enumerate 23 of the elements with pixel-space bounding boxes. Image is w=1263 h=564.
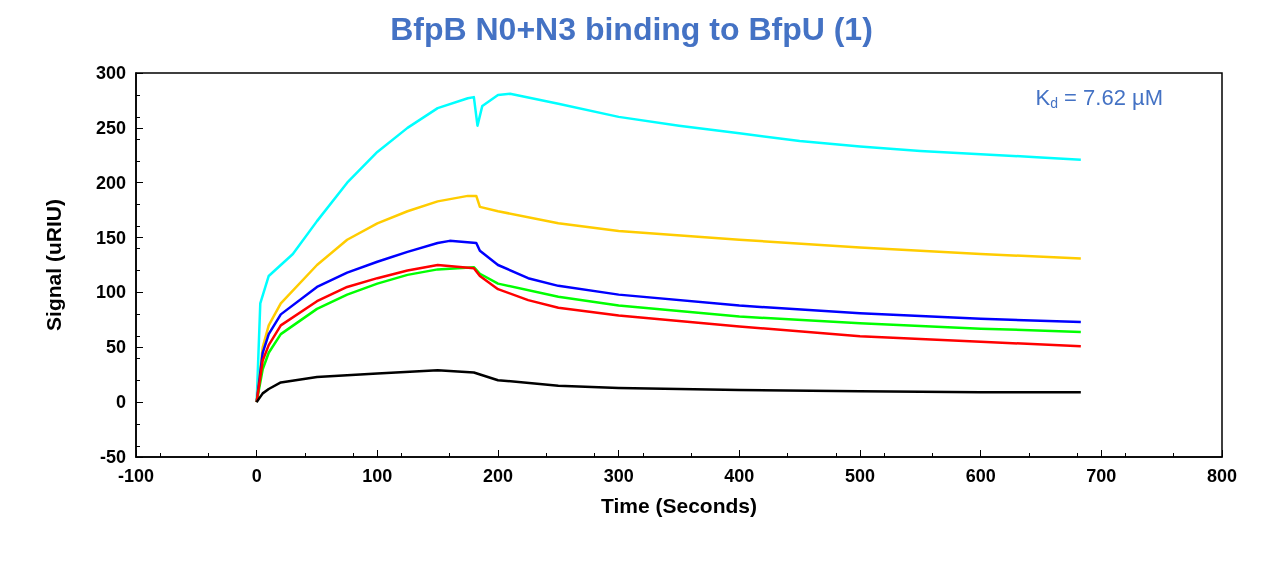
- y-tick-label: -50: [99, 447, 126, 467]
- x-tick-label: 700: [1086, 466, 1117, 486]
- x-tick-label: 100: [362, 466, 393, 486]
- x-tick-label: 500: [844, 466, 876, 486]
- y-tick-label: 0: [115, 392, 126, 413]
- x-tick-label: -100: [117, 466, 155, 486]
- y-tick-label: 300: [95, 63, 126, 83]
- line-series: [255, 369, 1083, 404]
- y-tick-label: 250: [95, 117, 126, 138]
- x-tick-label: 0: [251, 466, 262, 486]
- y-tick-label: 150: [95, 227, 126, 248]
- y-tick-label: 50: [105, 337, 126, 358]
- x-tick-label: 300: [603, 466, 634, 486]
- y-axis-title: Signal (uRIU): [42, 199, 65, 331]
- line-series: [255, 92, 1083, 404]
- x-axis-title: Time (Seconds): [601, 494, 757, 517]
- y-tick-label: 200: [95, 172, 126, 193]
- chart-title: BfpB N0+N3 binding to BfpU (1): [390, 11, 873, 47]
- x-tick-label: 600: [965, 466, 996, 486]
- x-tick-label: 800: [1206, 466, 1238, 486]
- x-tick-label: 400: [724, 466, 755, 486]
- y-tick-label: 100: [95, 282, 126, 303]
- x-tick-label: 200: [482, 466, 514, 486]
